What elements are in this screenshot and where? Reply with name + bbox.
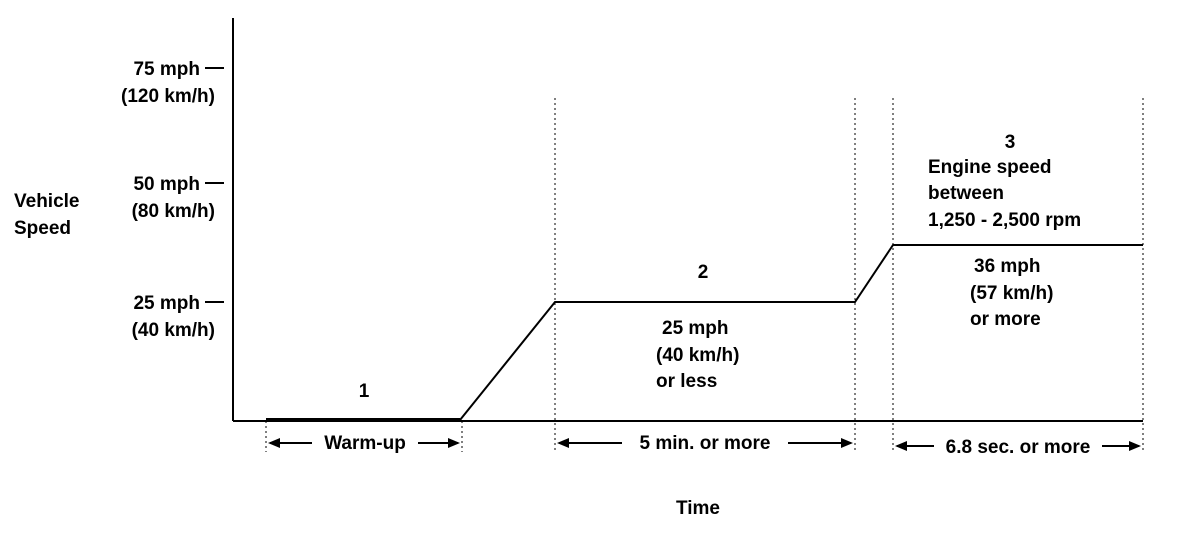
phase-2-speed-line3: or less: [656, 371, 717, 392]
phase-2-duration-label: 5 min. or more: [640, 433, 771, 454]
phase-3-note-line2: between: [928, 183, 1004, 204]
phase-3-speed-line3: or more: [970, 309, 1041, 330]
phase-3-speed-line1: 36 mph: [974, 256, 1041, 277]
y-tick-50-kmh: (80 km/h): [132, 201, 215, 222]
phase-3-speed-line2: (57 km/h): [970, 283, 1053, 304]
y-axis-label-line1: Vehicle: [14, 191, 80, 212]
phase-3-note-line1: Engine speed: [928, 157, 1052, 178]
phase-1-duration-arrow: [268, 438, 460, 448]
x-axis-label: Time: [676, 498, 720, 519]
y-tick-25-kmh: (40 km/h): [132, 320, 215, 341]
phase-1-duration-label: Warm-up: [324, 433, 406, 454]
y-tick-75-mph: 75 mph: [133, 59, 200, 80]
y-tick-25-mph: 25 mph: [133, 293, 200, 314]
phase-3-duration-arrow: [895, 441, 1141, 451]
phase-2-duration-arrow: [557, 438, 853, 448]
y-tick-75-kmh: (120 km/h): [121, 86, 215, 107]
phase-2-number: 2: [698, 262, 709, 283]
phase-3-number: 3: [1005, 132, 1016, 153]
phase-1-number: 1: [359, 381, 370, 402]
phase-2-speed-line2: (40 km/h): [656, 345, 739, 366]
phase-3-note-line3: 1,250 - 2,500 rpm: [928, 210, 1081, 231]
phase-3-duration-label: 6.8 sec. or more: [946, 437, 1091, 458]
y-axis-label-line2: Speed: [14, 218, 71, 239]
y-tick-50-mph: 50 mph: [133, 174, 200, 195]
speed-trace: [459, 244, 1143, 421]
phase-2-speed-line1: 25 mph: [662, 318, 729, 339]
